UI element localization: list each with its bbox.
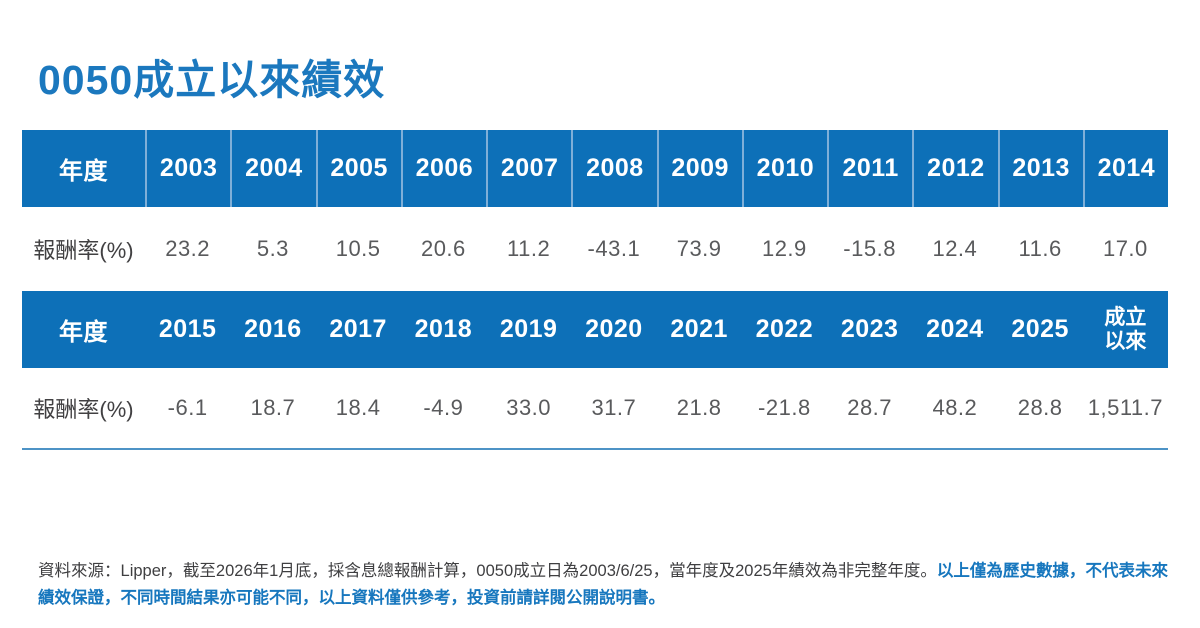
year-header-2003: 2003 (145, 130, 230, 207)
year-header-2016: 2016 (244, 315, 302, 343)
year-header-2017: 2017 (329, 315, 387, 343)
since-inception-label: 成立以來 (1104, 305, 1147, 353)
year-header-2004: 2004 (230, 130, 315, 207)
year-header-2020: 2020 (585, 315, 643, 343)
year-header-2018: 2018 (414, 315, 473, 343)
return-2014: 17.0 (1102, 236, 1148, 261)
year-header-label: 年度 (59, 319, 108, 346)
year-header-2022: 2022 (755, 315, 814, 343)
year-header-2013: 2013 (997, 130, 1083, 207)
year-header-2021: 2021 (670, 315, 728, 343)
return-2005: 10.5 (335, 236, 381, 261)
return-2015: -6.1 (167, 395, 208, 420)
year-header-2010: 2010 (741, 130, 827, 207)
return-2017: 18.4 (335, 395, 381, 420)
return-2018: -4.9 (423, 395, 464, 420)
return-row-label: 報酬率(%) (33, 397, 134, 422)
year-header-2024: 2024 (926, 315, 984, 343)
return-2021: 21.8 (676, 395, 722, 420)
year-header-2012: 2012 (912, 130, 997, 207)
return-2016: 18.7 (250, 395, 296, 420)
return-2010: 12.9 (761, 236, 807, 261)
year-header-2011: 2011 (827, 130, 912, 207)
year-header-since-inception: 成立以來 (1083, 291, 1168, 368)
return-2006: 20.6 (420, 236, 466, 261)
return-2020: 31.7 (591, 395, 637, 420)
return-2013: 11.6 (1018, 236, 1062, 261)
return-2008: -43.1 (587, 236, 641, 261)
return-row-2003-2014: 報酬率(%) 23.2 5.3 10.5 20.6 11.2 -43.1 73.… (22, 207, 1168, 291)
return-2007: 11.2 (507, 236, 551, 261)
year-header-2005: 2005 (315, 130, 401, 207)
year-header-2025: 2025 (1011, 315, 1069, 343)
year-header-2015: 2015 (158, 315, 217, 343)
footnote-disclaimer-text: 以上僅為歷史數據，不代表未來績效保證，不同時間結果亦可能不同，以上資料僅供參考，… (38, 562, 1168, 607)
return-2025: 28.8 (1017, 395, 1063, 420)
year-header-2007: 2007 (486, 130, 571, 207)
return-2024: 48.2 (932, 395, 978, 420)
year-header-label: 年度 (59, 158, 108, 185)
header-row-2015-2025: 年度 2015 2016 2017 2018 2019 2020 2021 20… (22, 291, 1168, 368)
return-2003: 23.2 (165, 236, 211, 261)
year-header-2009: 2009 (656, 130, 742, 207)
year-header-2019: 2019 (499, 315, 558, 343)
year-header-2023: 2023 (840, 315, 899, 343)
header-row-2003-2014: 年度 2003 2004 2005 2006 2007 2008 2009 20… (22, 130, 1168, 207)
return-2019: 33.0 (506, 395, 552, 420)
return-2011: -15.8 (843, 236, 896, 261)
return-row-label: 報酬率(%) (33, 238, 134, 263)
year-header-2006: 2006 (400, 130, 486, 207)
return-2004: 5.3 (256, 236, 289, 261)
return-2022: -21.8 (758, 395, 811, 420)
return-2009: 73.9 (676, 236, 722, 261)
page-title: 0050成立以來績效 (38, 57, 386, 103)
year-header-2008: 2008 (571, 130, 656, 207)
return-2012: 12.4 (932, 236, 978, 261)
return-row-2015-2025: 報酬率(%) -6.1 18.7 18.4 -4.9 33.0 31.7 21.… (22, 368, 1168, 450)
return-since-inception: 1,511.7 (1087, 395, 1164, 420)
year-header-2014: 2014 (1082, 130, 1168, 207)
footnote-source-text: 資料來源：Lipper，截至2026年1月底，採含息總報酬計算，0050成立日為… (38, 562, 937, 580)
return-2023: 28.7 (847, 395, 893, 420)
footnote: 資料來源：Lipper，截至2026年1月底，採含息總報酬計算，0050成立日為… (38, 558, 1168, 611)
performance-table: 年度 2003 2004 2005 2006 2007 2008 2009 20… (22, 130, 1168, 450)
